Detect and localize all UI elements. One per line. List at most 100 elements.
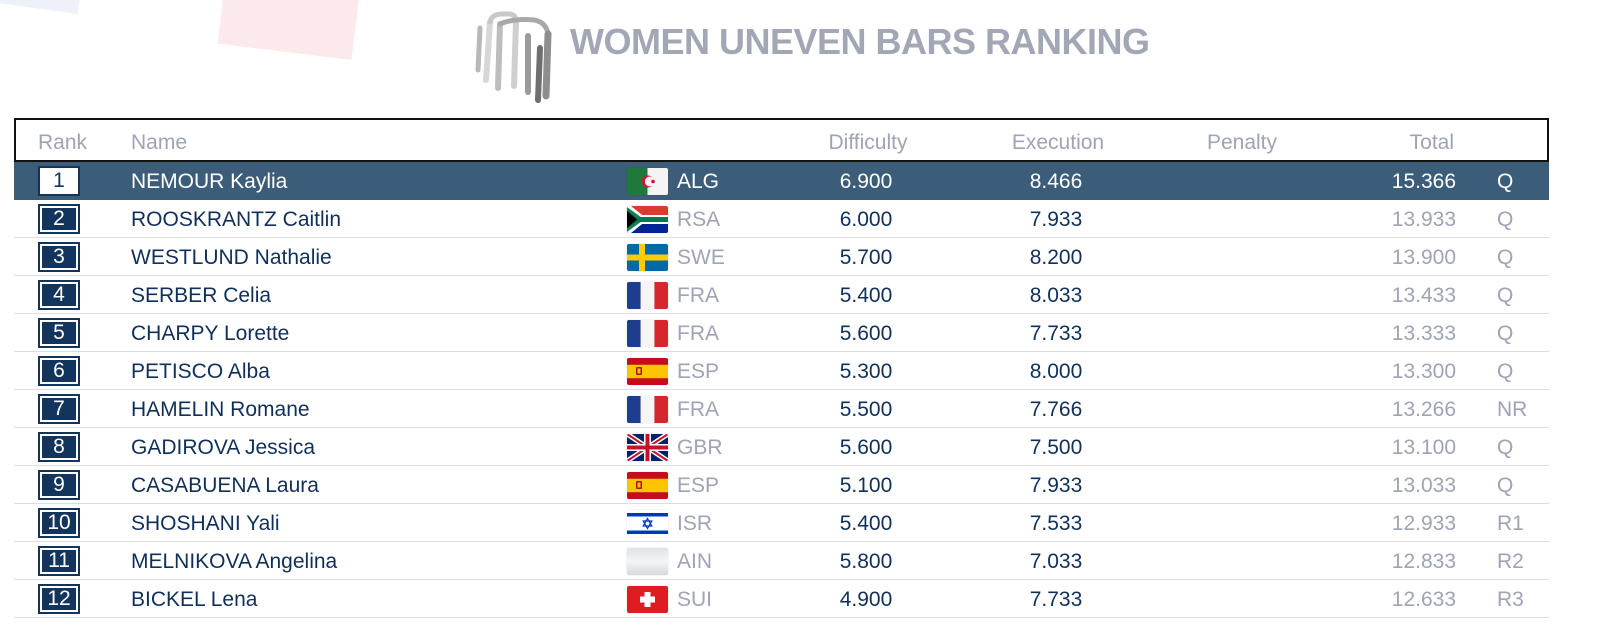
nation-code: ESP (677, 360, 720, 383)
nation-code: SWE (677, 246, 725, 269)
difficulty-score: 5.300 (839, 360, 893, 383)
execution-score: 8.000 (1029, 360, 1083, 383)
execution-score: 7.533 (1029, 512, 1083, 535)
athlete-name[interactable]: SHOSHANI Yali (131, 512, 280, 535)
total-score: 13.433 (1391, 284, 1456, 307)
flag-sui-icon (627, 586, 668, 613)
flag-ain-icon (627, 548, 668, 575)
table-row[interactable]: 2 ROOSKRANTZ Caitlin RSA 6.000 7.933 13.… (14, 200, 1549, 238)
table-row[interactable]: 5 CHARPY Lorette FRA 5.600 7.733 13.333 … (14, 314, 1549, 352)
total-score: 13.300 (1391, 360, 1456, 383)
qualification-status: Q (1497, 474, 1514, 497)
athlete-name[interactable]: CASABUENA Laura (131, 474, 319, 497)
qualification-status: Q (1497, 170, 1514, 193)
flag-fra-icon (627, 396, 668, 423)
page-title: WOMEN UNEVEN BARS RANKING (570, 21, 1150, 62)
athlete-name[interactable]: MELNIKOVA Angelina (131, 550, 338, 573)
nation-code: ISR (677, 512, 713, 535)
table-row[interactable]: 10 SHOSHANI Yali ISR 5.400 7.533 12.933 … (14, 504, 1549, 542)
athlete-name[interactable]: ROOSKRANTZ Caitlin (131, 208, 342, 231)
background-decoration (217, 0, 362, 60)
qualification-status: Q (1497, 246, 1514, 269)
rank-badge: 7 (38, 394, 80, 424)
nation-code: AIN (677, 550, 713, 573)
nation-code: FRA (677, 284, 719, 307)
athlete-name[interactable]: BICKEL Lena (131, 588, 258, 611)
flag-swe-icon (627, 244, 668, 271)
qualification-status: Q (1497, 208, 1514, 231)
athlete-name[interactable]: SERBER Celia (131, 284, 272, 307)
background-decoration (0, 0, 82, 15)
uneven-bars-icon (475, 11, 552, 103)
nation-code: FRA (677, 322, 719, 345)
table-body: 1 NEMOUR Kaylia ALG 6.900 8.466 15.366 Q… (14, 162, 1549, 618)
column-header-total[interactable]: Total (1409, 131, 1454, 154)
athlete-name[interactable]: GADIROVA Jessica (131, 436, 315, 459)
rank-badge: 6 (38, 356, 80, 386)
athlete-name[interactable]: NEMOUR Kaylia (131, 170, 288, 193)
total-score: 12.933 (1391, 512, 1456, 535)
total-score: 12.833 (1391, 550, 1456, 573)
table-header: Rank Name Difficulty Execution Penalty T… (14, 118, 1549, 162)
difficulty-score: 4.900 (839, 588, 893, 611)
column-header-penalty[interactable]: Penalty (1206, 131, 1278, 154)
nation-code: GBR (677, 436, 723, 459)
total-score: 13.933 (1391, 208, 1456, 231)
table-row[interactable]: 9 CASABUENA Laura ESP 5.100 7.933 13.033… (14, 466, 1549, 504)
execution-score: 7.500 (1029, 436, 1083, 459)
flag-rsa-icon (627, 206, 668, 233)
execution-score: 7.033 (1029, 550, 1083, 573)
difficulty-score: 5.700 (839, 246, 893, 269)
qualification-status: Q (1497, 284, 1514, 307)
rank-badge: 1 (38, 166, 80, 196)
column-header-difficulty[interactable]: Difficulty (828, 131, 908, 154)
rank-badge: 9 (38, 470, 80, 500)
qualification-status: R1 (1497, 512, 1524, 535)
nation-code: RSA (677, 208, 721, 231)
rank-badge: 11 (38, 546, 80, 576)
table-row[interactable]: 6 PETISCO Alba ESP 5.300 8.000 13.300 Q (14, 352, 1549, 390)
athlete-name[interactable]: PETISCO Alba (131, 360, 270, 383)
table-row[interactable]: 3 WESTLUND Nathalie SWE 5.700 8.200 13.9… (14, 238, 1549, 276)
table-row[interactable]: 4 SERBER Celia FRA 5.400 8.033 13.433 Q (14, 276, 1549, 314)
total-score: 13.333 (1391, 322, 1456, 345)
table-row[interactable]: 1 NEMOUR Kaylia ALG 6.900 8.466 15.366 Q (14, 162, 1549, 200)
qualification-status: NR (1497, 398, 1528, 421)
nation-code: FRA (677, 398, 719, 421)
column-header-rank[interactable]: Rank (38, 131, 88, 154)
qualification-status: Q (1497, 322, 1514, 345)
rank-badge: 10 (38, 508, 80, 538)
table-row[interactable]: 7 HAMELIN Romane FRA 5.500 7.766 13.266 … (14, 390, 1549, 428)
rank-badge: 3 (38, 242, 80, 272)
total-score: 15.366 (1391, 170, 1456, 193)
table-row[interactable]: 8 GADIROVA Jessica GBR 5.600 7.500 13.10… (14, 428, 1549, 466)
page-header: WOMEN UNEVEN BARS RANKING (470, 6, 1150, 106)
nation-code: ALG (677, 170, 720, 193)
difficulty-score: 5.500 (839, 398, 893, 421)
flag-fra-icon (627, 282, 668, 309)
column-header-execution[interactable]: Execution (1011, 131, 1105, 154)
rank-badge: 5 (38, 318, 80, 348)
rank-badge: 12 (38, 584, 80, 614)
rank-badge: 8 (38, 432, 80, 462)
difficulty-score: 6.900 (839, 170, 893, 193)
execution-score: 7.766 (1029, 398, 1083, 421)
execution-score: 7.933 (1029, 208, 1083, 231)
nation-code: ESP (677, 474, 720, 497)
flag-esp-icon (627, 358, 668, 385)
qualification-status: Q (1497, 436, 1514, 459)
column-header-name[interactable]: Name (131, 131, 188, 154)
athlete-name[interactable]: HAMELIN Romane (131, 398, 310, 421)
athlete-name[interactable]: WESTLUND Nathalie (131, 246, 332, 269)
flag-gbr-icon (627, 434, 668, 461)
table-row[interactable]: 12 BICKEL Lena SUI 4.900 7.733 12.633 R3 (14, 580, 1549, 618)
total-score: 13.266 (1391, 398, 1456, 421)
rank-badge: 2 (38, 204, 80, 234)
execution-score: 7.933 (1029, 474, 1083, 497)
difficulty-score: 5.600 (839, 322, 893, 345)
table-row[interactable]: 11 MELNIKOVA Angelina AIN 5.800 7.033 12… (14, 542, 1549, 580)
difficulty-score: 5.100 (839, 474, 893, 497)
flag-esp-icon (627, 472, 668, 499)
qualification-status: Q (1497, 360, 1514, 383)
athlete-name[interactable]: CHARPY Lorette (131, 322, 290, 345)
